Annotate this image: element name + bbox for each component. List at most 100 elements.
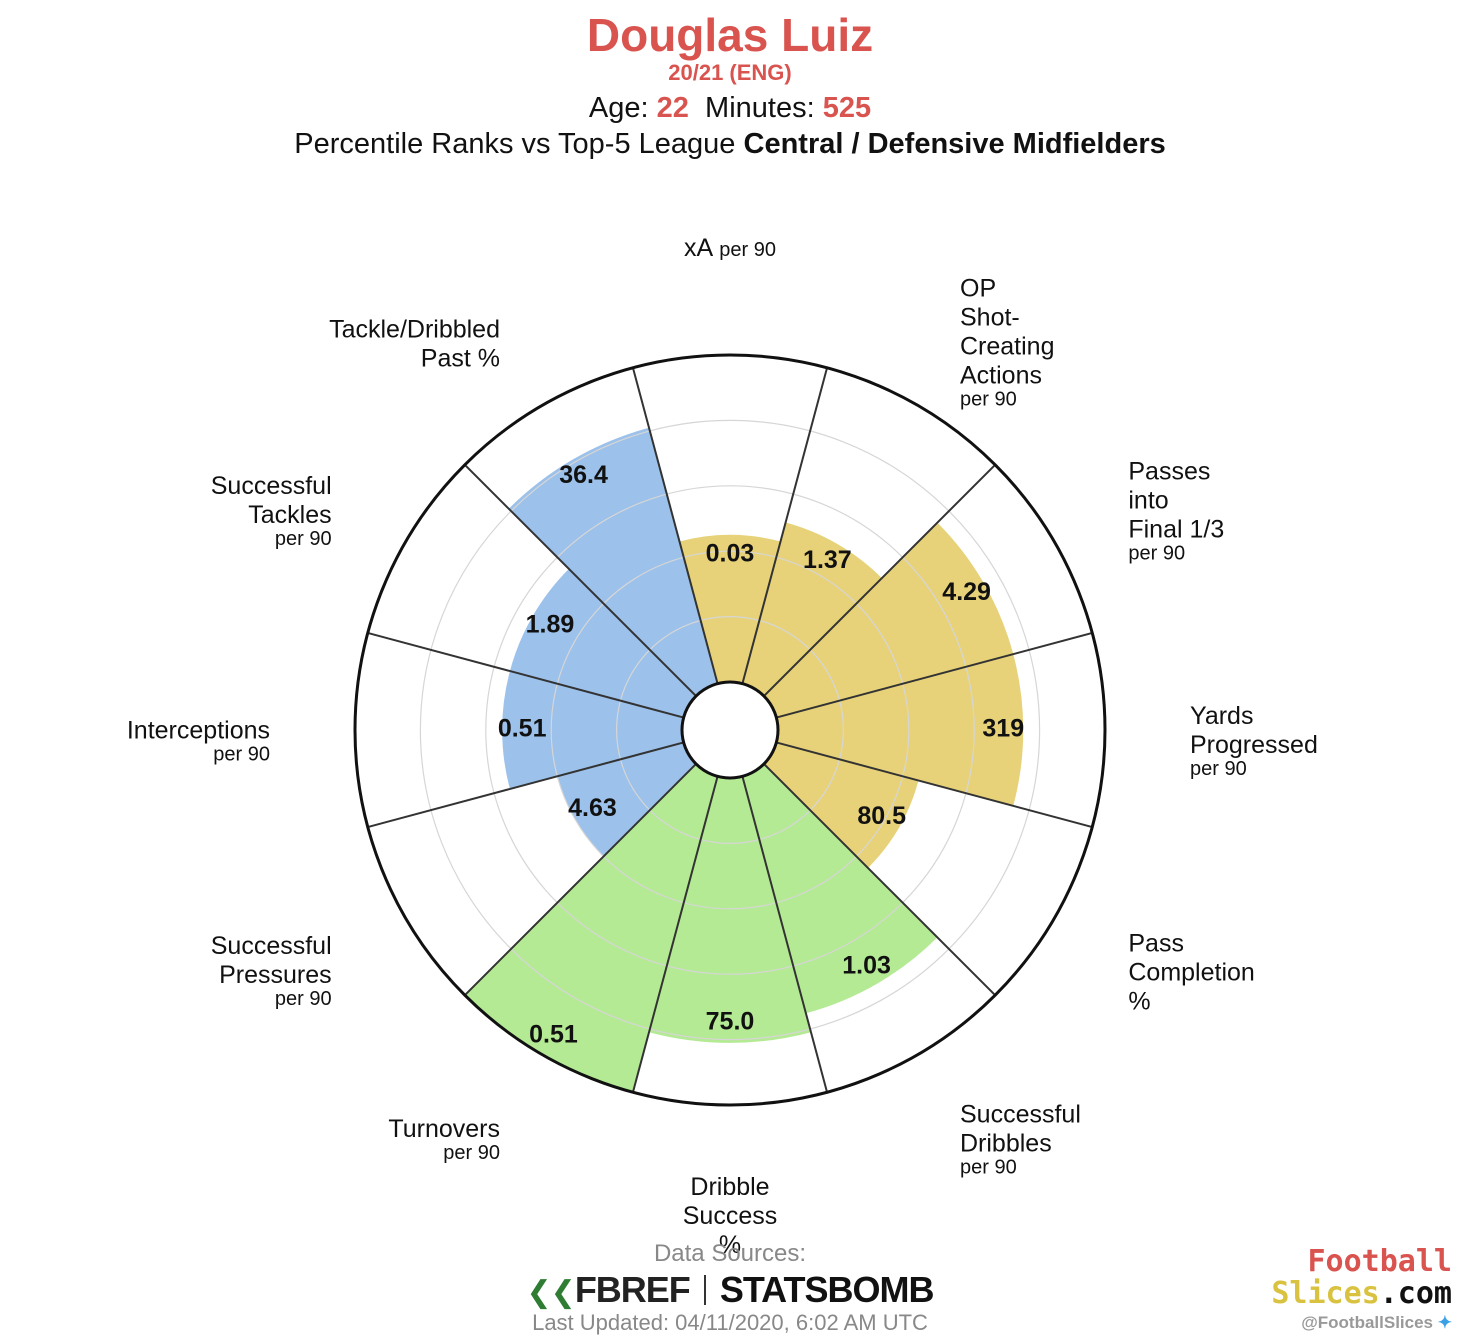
category-name-line: % (719, 1231, 741, 1259)
brand-watermark: Football Slices.com @FootballSlices ✦ (1271, 1244, 1452, 1333)
sources-label: Data Sources: (653, 1240, 807, 1267)
twitter-bird-icon: ✦ (1437, 1313, 1452, 1332)
bar-3 (763, 522, 1014, 718)
category-sub: per 90 (1190, 758, 1247, 780)
brand-line-1: Football (1307, 1244, 1453, 1279)
last-updated: Last Updated: 04/11/2020, 6:02 AM UTC (532, 1310, 928, 1335)
category-sub: per 90 (719, 239, 776, 261)
category-name-line: Completion (1128, 959, 1254, 987)
category-name-line: Past % (421, 345, 500, 373)
bar-10 (502, 671, 684, 789)
player-name: Douglas Luiz (586, 9, 874, 61)
sector-divider-5 (776, 741, 1093, 829)
category-name-line: Tackles (248, 501, 331, 529)
bar-5 (763, 742, 919, 868)
comparison-prefix: Percentile Ranks vs Top-5 League (294, 128, 736, 160)
value-label-1: 0.03 (706, 539, 755, 567)
comparison-line: Percentile Ranks vs Top-5 League Central… (0, 128, 1460, 161)
fbref-text: FBREF (574, 1269, 691, 1310)
brand-line-2: Slices.com (1271, 1279, 1452, 1309)
twitter-handle: @FootballSlices ✦ (1271, 1313, 1452, 1333)
category-sub: per 90 (275, 988, 332, 1010)
handle-text: @FootballSlices (1301, 1313, 1434, 1332)
sector-divider-10 (367, 741, 684, 829)
category-sub: per 90 (443, 1142, 500, 1164)
category-sub: per 90 (213, 744, 270, 766)
value-label-2: 1.37 (803, 546, 852, 574)
source-logos: ❮❮FBREF STATSBOMB (430, 1269, 1030, 1311)
sector-divider-3 (763, 464, 996, 697)
category-name-line: Dribble (690, 1173, 769, 1201)
category-name-line: OP (960, 275, 996, 303)
value-label-12: 36.4 (559, 461, 608, 489)
fbref-bird-icon: ❮❮ (526, 1276, 576, 1309)
category-name-line: Interceptions (127, 717, 270, 745)
grid-ring-20 (615, 615, 844, 844)
category-name: xA per 90 (684, 234, 776, 262)
value-label-4: 319 (982, 715, 1024, 743)
logo-divider (703, 1275, 706, 1305)
bar-11 (509, 568, 697, 718)
sector-divider-4 (776, 631, 1093, 719)
fbref-logo: ❮❮FBREF (526, 1269, 691, 1311)
category-sub: per 90 (960, 389, 1017, 411)
bar-9 (557, 742, 697, 857)
value-label-10: 0.51 (498, 715, 547, 743)
sector-divider-8 (631, 776, 719, 1093)
season-label: 20/21 (ENG) (668, 60, 792, 85)
age-minutes-line: Age: 22 Minutes: 525 (0, 92, 1460, 125)
category-name-line: % (1128, 988, 1150, 1016)
value-label-8: 0.51 (529, 1020, 578, 1048)
category-label-1: xA per 90 (684, 234, 776, 262)
brand-slices: Slices (1271, 1276, 1380, 1311)
bar-6 (742, 763, 938, 1014)
minutes-value: 525 (822, 92, 872, 124)
category-sub: per 90 (275, 528, 332, 550)
category-name-line: Successful (211, 472, 332, 500)
sector-divider-11 (367, 631, 684, 719)
sector-divider-9 (464, 763, 697, 996)
category-sub: per 90 (1128, 543, 1185, 565)
brand-dotcom: .com (1379, 1276, 1452, 1311)
category-name-line: Successful (211, 932, 332, 960)
statsbomb-logo: STATSBOMB (719, 1269, 935, 1310)
category-name-line: Successful (960, 1100, 1081, 1128)
category-name-line: Tackle/Dribbled (329, 316, 500, 344)
data-sources: Data Sources: ❮❮FBREF STATSBOMB Last Upd… (430, 1240, 1030, 1336)
category-name-line: Pass (1128, 930, 1184, 958)
category-name-line: Passes (1128, 458, 1210, 486)
value-label-3: 4.29 (942, 578, 991, 606)
category-sub: per 90 (960, 1156, 1017, 1178)
grid-ring-40 (550, 550, 910, 910)
category-name-line: Pressures (219, 961, 332, 989)
age-label: Age: (588, 92, 649, 124)
bar-7 (649, 776, 811, 1043)
sector-divider-7 (741, 776, 829, 1093)
radar-outer-ring (353, 353, 1107, 1107)
bar-4 (776, 654, 1024, 806)
value-label-9: 4.63 (568, 794, 617, 822)
category-name-line: Turnovers (388, 1115, 500, 1143)
category-name-line: Progressed (1190, 731, 1318, 759)
value-label-5: 80.5 (857, 802, 906, 830)
category-name-line: Actions (960, 362, 1042, 390)
minutes-label: Minutes: (705, 92, 815, 124)
sector-divider-12 (464, 464, 697, 697)
sector-divider-1 (631, 367, 719, 684)
category-name-line: into (1128, 487, 1168, 515)
category-name-line: Shot- (960, 304, 1020, 332)
value-label-7: 75.0 (706, 1007, 755, 1035)
category-name-line: Creating (960, 333, 1055, 361)
value-label-6: 1.03 (842, 951, 891, 979)
bar-1 (679, 534, 781, 684)
bar-2 (742, 522, 882, 697)
